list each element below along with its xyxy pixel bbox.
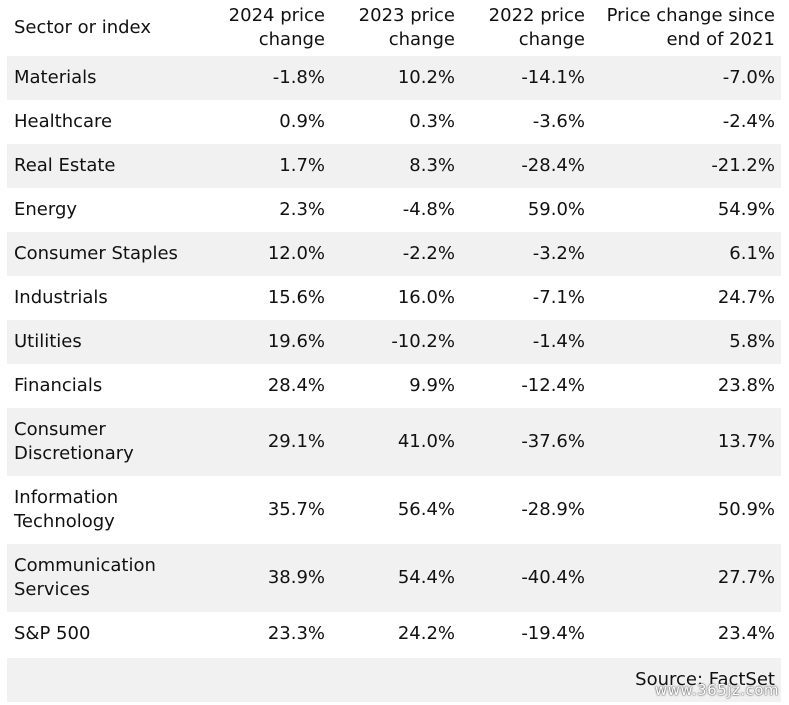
watermark: www.365jz.com bbox=[654, 681, 779, 699]
value-cell-2023: 56.4% bbox=[331, 476, 461, 544]
value-cell-2022: -1.4% bbox=[461, 320, 591, 364]
value-cell-2024: 19.6% bbox=[207, 320, 331, 364]
value-cell-2023: 54.4% bbox=[331, 544, 461, 612]
value-cell-2022: -3.2% bbox=[461, 232, 591, 276]
table-body: Materials -1.8% 10.2% -14.1% -7.0% Healt… bbox=[7, 56, 781, 656]
value-cell-2023: 10.2% bbox=[331, 56, 461, 100]
value-cell-2022: -14.1% bbox=[461, 56, 591, 100]
column-header-2023: 2023 price change bbox=[331, 0, 461, 56]
value-cell-2023: 9.9% bbox=[331, 364, 461, 408]
table-row: Consumer Staples 12.0% -2.2% -3.2% 6.1% bbox=[7, 232, 781, 276]
column-header-2022: 2022 price change bbox=[461, 0, 591, 56]
sector-cell: Real Estate bbox=[7, 144, 207, 188]
sector-cell: Healthcare bbox=[7, 100, 207, 144]
value-cell-2023: 8.3% bbox=[331, 144, 461, 188]
value-cell-since-2021: 5.8% bbox=[591, 320, 781, 364]
sector-cell: Information Technology bbox=[7, 476, 207, 544]
value-cell-2024: 0.9% bbox=[207, 100, 331, 144]
value-cell-since-2021: 50.9% bbox=[591, 476, 781, 544]
table-row: Materials -1.8% 10.2% -14.1% -7.0% bbox=[7, 56, 781, 100]
table-row: Energy 2.3% -4.8% 59.0% 54.9% bbox=[7, 188, 781, 232]
table-row: Financials 28.4% 9.9% -12.4% 23.8% bbox=[7, 364, 781, 408]
table-row: Industrials 15.6% 16.0% -7.1% 24.7% bbox=[7, 276, 781, 320]
sector-cell: Energy bbox=[7, 188, 207, 232]
sector-cell: Consumer Discretionary bbox=[7, 408, 207, 476]
value-cell-2024: -1.8% bbox=[207, 56, 331, 100]
table-row-index: S&P 500 23.3% 24.2% -19.4% 23.4% bbox=[7, 612, 781, 656]
sector-cell: Industrials bbox=[7, 276, 207, 320]
value-cell-2024: 29.1% bbox=[207, 408, 331, 476]
value-cell-2023: 0.3% bbox=[331, 100, 461, 144]
value-cell-2022: -3.6% bbox=[461, 100, 591, 144]
value-cell-2023: -2.2% bbox=[331, 232, 461, 276]
value-cell-2022: 59.0% bbox=[461, 188, 591, 232]
value-cell-2022: -37.6% bbox=[461, 408, 591, 476]
value-cell-2024: 35.7% bbox=[207, 476, 331, 544]
value-cell-2024: 38.9% bbox=[207, 544, 331, 612]
source-row: Source: FactSet bbox=[7, 658, 781, 702]
table-row: Real Estate 1.7% 8.3% -28.4% -21.2% bbox=[7, 144, 781, 188]
sector-cell: Utilities bbox=[7, 320, 207, 364]
table-header-row: Sector or index 2024 price change 2023 p… bbox=[7, 0, 781, 56]
value-cell-2023: 24.2% bbox=[331, 612, 461, 656]
value-cell-since-2021: 27.7% bbox=[591, 544, 781, 612]
table-row: Utilities 19.6% -10.2% -1.4% 5.8% bbox=[7, 320, 781, 364]
value-cell-since-2021: 13.7% bbox=[591, 408, 781, 476]
index-cell: S&P 500 bbox=[7, 612, 207, 656]
sector-cell: Communication Services bbox=[7, 544, 207, 612]
value-cell-2022: -28.4% bbox=[461, 144, 591, 188]
sector-cell: Materials bbox=[7, 56, 207, 100]
source-note: Source: FactSet bbox=[635, 669, 775, 690]
value-cell-since-2021: -21.2% bbox=[591, 144, 781, 188]
value-cell-2024: 1.7% bbox=[207, 144, 331, 188]
value-cell-2024: 28.4% bbox=[207, 364, 331, 408]
value-cell-since-2021: 23.4% bbox=[591, 612, 781, 656]
table-row: Healthcare 0.9% 0.3% -3.6% -2.4% bbox=[7, 100, 781, 144]
value-cell-2022: -12.4% bbox=[461, 364, 591, 408]
table-row: Communication Services 38.9% 54.4% -40.4… bbox=[7, 544, 781, 612]
value-cell-since-2021: 6.1% bbox=[591, 232, 781, 276]
value-cell-2024: 12.0% bbox=[207, 232, 331, 276]
value-cell-2022: -28.9% bbox=[461, 476, 591, 544]
value-cell-since-2021: -2.4% bbox=[591, 100, 781, 144]
value-cell-2023: -10.2% bbox=[331, 320, 461, 364]
sector-cell: Financials bbox=[7, 364, 207, 408]
column-header-since-2021: Price change since end of 2021 bbox=[591, 0, 781, 56]
value-cell-2022: -40.4% bbox=[461, 544, 591, 612]
price-change-table: Sector or index 2024 price change 2023 p… bbox=[7, 0, 781, 656]
table-row: Information Technology 35.7% 56.4% -28.9… bbox=[7, 476, 781, 544]
value-cell-2024: 23.3% bbox=[207, 612, 331, 656]
value-cell-since-2021: 54.9% bbox=[591, 188, 781, 232]
value-cell-since-2021: 24.7% bbox=[591, 276, 781, 320]
value-cell-2023: -4.8% bbox=[331, 188, 461, 232]
value-cell-since-2021: 23.8% bbox=[591, 364, 781, 408]
value-cell-2024: 2.3% bbox=[207, 188, 331, 232]
value-cell-2024: 15.6% bbox=[207, 276, 331, 320]
value-cell-2023: 41.0% bbox=[331, 408, 461, 476]
table-row: Consumer Discretionary 29.1% 41.0% -37.6… bbox=[7, 408, 781, 476]
column-header-2024: 2024 price change bbox=[207, 0, 331, 56]
value-cell-since-2021: -7.0% bbox=[591, 56, 781, 100]
sector-cell: Consumer Staples bbox=[7, 232, 207, 276]
column-header-sector: Sector or index bbox=[7, 0, 207, 56]
value-cell-2022: -19.4% bbox=[461, 612, 591, 656]
value-cell-2023: 16.0% bbox=[331, 276, 461, 320]
value-cell-2022: -7.1% bbox=[461, 276, 591, 320]
